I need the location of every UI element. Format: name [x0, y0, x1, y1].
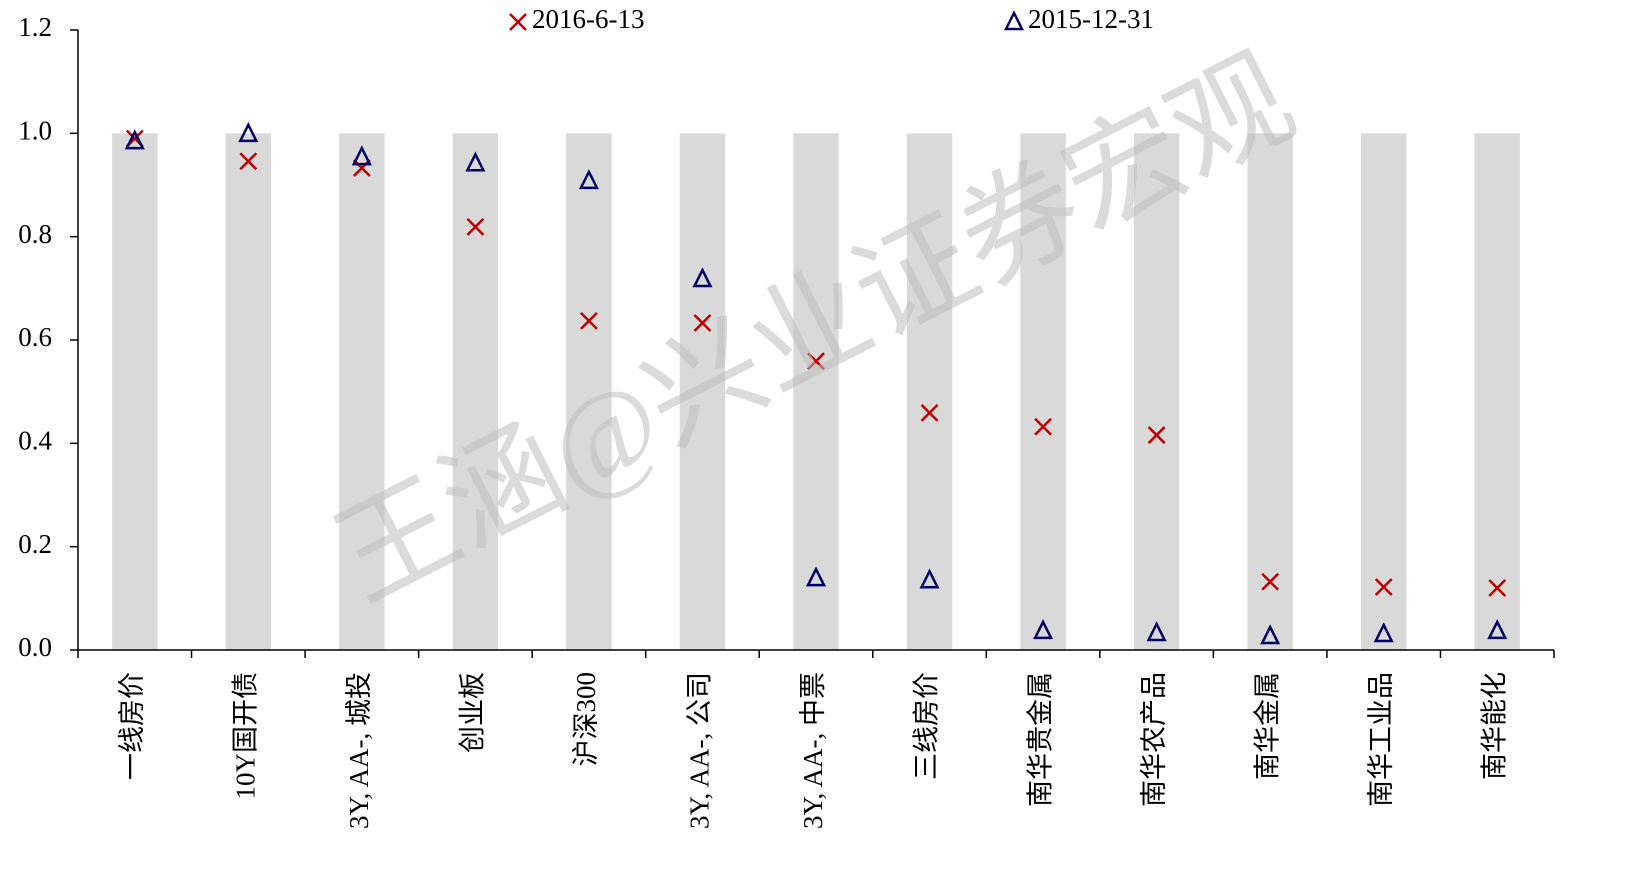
legend-marker	[509, 13, 527, 31]
x-tick-label: 南华能化	[1479, 672, 1509, 780]
x-tick-label: 3Y, AA-, 公司	[685, 672, 715, 829]
bar	[1133, 133, 1180, 651]
bar	[1360, 133, 1407, 651]
bar	[1474, 133, 1520, 651]
x-tick-label: 沪深300	[571, 672, 601, 767]
triangle-marker	[805, 566, 827, 587]
x-tick-label: 创业板	[458, 672, 488, 753]
legend-label: 2015-12-31	[1028, 4, 1154, 34]
x-tick-label: 三线房价	[912, 672, 942, 780]
bar	[452, 133, 499, 651]
triangle-marker	[124, 129, 145, 150]
x-marker	[1147, 426, 1166, 444]
bar	[1247, 133, 1293, 651]
plot: 0.0 0.2 0.4 0.6 0.8 1.0 1.2 一线房价 10Y国开债 3Y, AA-, …	[18, 4, 1555, 829]
bar	[906, 133, 953, 651]
triangle-marker	[238, 122, 259, 143]
x-tick-label: 南华贵金属	[1025, 672, 1055, 807]
x-marker	[239, 152, 258, 171]
bar	[225, 133, 272, 651]
bar	[793, 133, 839, 651]
bar	[339, 133, 385, 651]
y-tick-label: 1.2	[18, 12, 52, 42]
x-marker	[466, 217, 485, 236]
bar	[679, 133, 726, 651]
y-tick-label: 0.8	[18, 219, 52, 249]
x-tick-label: 南华农产品	[1139, 672, 1169, 807]
legend-marker	[1003, 10, 1025, 31]
triangle-marker	[1487, 619, 1508, 640]
triangle-marker	[692, 267, 713, 288]
x-tick-label: 南华金属	[1252, 672, 1282, 780]
y-tick-label: 0.4	[18, 426, 52, 456]
y-tick-label: 0.0	[18, 632, 52, 662]
x-tick-label: 3Y, AA-, 城投	[344, 672, 374, 829]
x-marker	[1034, 417, 1052, 436]
triangle-marker	[351, 145, 372, 166]
triangle-marker	[465, 151, 486, 172]
x-marker	[1261, 572, 1280, 591]
triangle-marker	[1146, 621, 1167, 642]
x-tick-label: 10Y国开债	[231, 672, 261, 800]
x-marker	[352, 159, 371, 177]
x-tick-label: 南华工业品	[1366, 672, 1396, 807]
triangle-marker	[578, 169, 599, 190]
legend-label: 2016-6-13	[532, 4, 644, 34]
x-marker	[1374, 578, 1393, 596]
bar	[1020, 133, 1066, 651]
x-marker	[920, 403, 939, 422]
y-tick-label: 0.6	[18, 322, 52, 352]
x-marker	[1488, 579, 1507, 597]
x-tick-label: 一线房价	[117, 672, 147, 780]
bar	[566, 133, 612, 651]
x-marker	[580, 311, 598, 330]
x-marker	[807, 352, 825, 371]
triangle-marker	[1260, 624, 1281, 645]
triangle-marker	[1033, 619, 1054, 640]
x-marker	[693, 314, 712, 332]
x-tick-label: 3Y, AA-, 中票	[798, 672, 828, 829]
y-tick-label: 0.2	[18, 529, 52, 559]
bar	[112, 133, 158, 651]
y-tick-label: 1.0	[18, 116, 52, 146]
triangle-marker	[1373, 622, 1394, 643]
triangle-marker	[919, 568, 940, 589]
